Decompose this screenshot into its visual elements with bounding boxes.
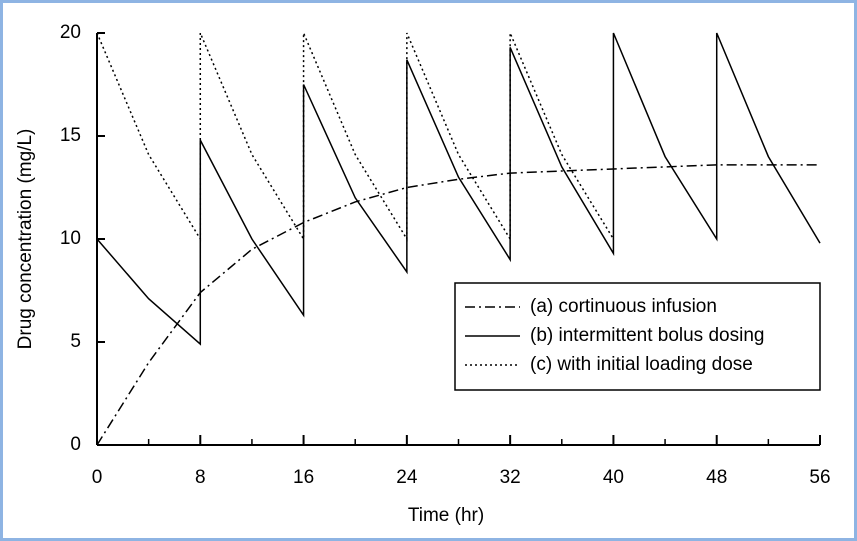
series-line bbox=[96, 32, 821, 346]
x-tick-label: 16 bbox=[293, 467, 314, 488]
series-line bbox=[96, 32, 615, 242]
x-tick-label: 32 bbox=[500, 467, 521, 488]
legend-label: (b) intermittent bolus dosing bbox=[530, 325, 764, 346]
x-tick-label: 8 bbox=[195, 467, 206, 488]
x-tick-label: 0 bbox=[92, 467, 103, 488]
y-axis-label: Drug concentration (mg/L) bbox=[15, 129, 36, 350]
legend-label: (a) cortinuous infusion bbox=[530, 296, 717, 317]
x-tick-label: 48 bbox=[706, 467, 727, 488]
x-tick-label: 56 bbox=[809, 467, 830, 488]
x-axis-label: Time (hr) bbox=[408, 505, 484, 526]
y-tick-label: 15 bbox=[60, 125, 81, 146]
series-line bbox=[96, 164, 820, 446]
x-tick-label: 40 bbox=[603, 467, 624, 488]
y-tick-label: 5 bbox=[70, 331, 81, 352]
y-tick-label: 10 bbox=[60, 228, 81, 249]
legend-label: (c) with initial loading dose bbox=[530, 354, 753, 375]
x-tick-label: 24 bbox=[396, 467, 418, 488]
y-tick-label: 0 bbox=[70, 434, 81, 455]
y-tick-label: 20 bbox=[60, 22, 81, 43]
